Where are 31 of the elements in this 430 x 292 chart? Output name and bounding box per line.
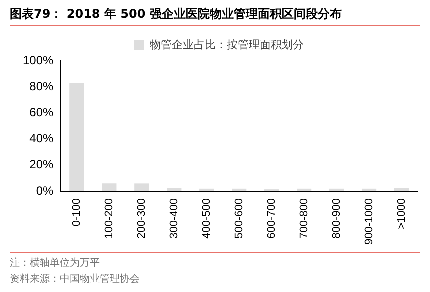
bar (70, 83, 84, 192)
y-tick-label: 100% (22, 53, 54, 68)
x-tick-label: 500-600 (233, 198, 246, 239)
x-tick-label: 300-400 (168, 198, 180, 239)
bar (329, 188, 344, 192)
x-tick-label: >1000 (396, 198, 408, 230)
y-tick-label: 0% (36, 184, 54, 198)
x-tick-label: 800-900 (330, 198, 343, 239)
y-tick-label: 60% (30, 106, 54, 120)
chart-title: 图表79： 2018 年 500 强企业医院物业管理面积区间段分布 (10, 6, 342, 23)
y-tick-label: 20% (30, 158, 54, 172)
bar (102, 184, 117, 192)
legend-label: 物管企业占比：按管理面积划分 (150, 38, 304, 52)
x-tick-label: 100-200 (103, 198, 116, 239)
bar (200, 188, 214, 192)
x-tick-label: 600-700 (266, 198, 278, 239)
bar (134, 184, 150, 192)
x-tick-label: 0-100 (70, 198, 83, 227)
y-tick-label: 40% (30, 132, 54, 146)
bar (232, 188, 247, 192)
x-tick-label: 900-1000 (363, 198, 376, 246)
x-tick-label: 400-500 (200, 198, 213, 239)
bar (362, 188, 377, 192)
bar (297, 188, 312, 192)
x-tick-label: 200-300 (136, 198, 148, 239)
bar (394, 188, 410, 192)
bar (167, 188, 182, 192)
y-tick-label: 80% (30, 79, 54, 94)
text: 资料来源：中国物业管理协会 (10, 272, 140, 287)
text: 注：横轴单位为万平 (10, 256, 101, 271)
x-tick-label: 700-800 (298, 198, 310, 239)
